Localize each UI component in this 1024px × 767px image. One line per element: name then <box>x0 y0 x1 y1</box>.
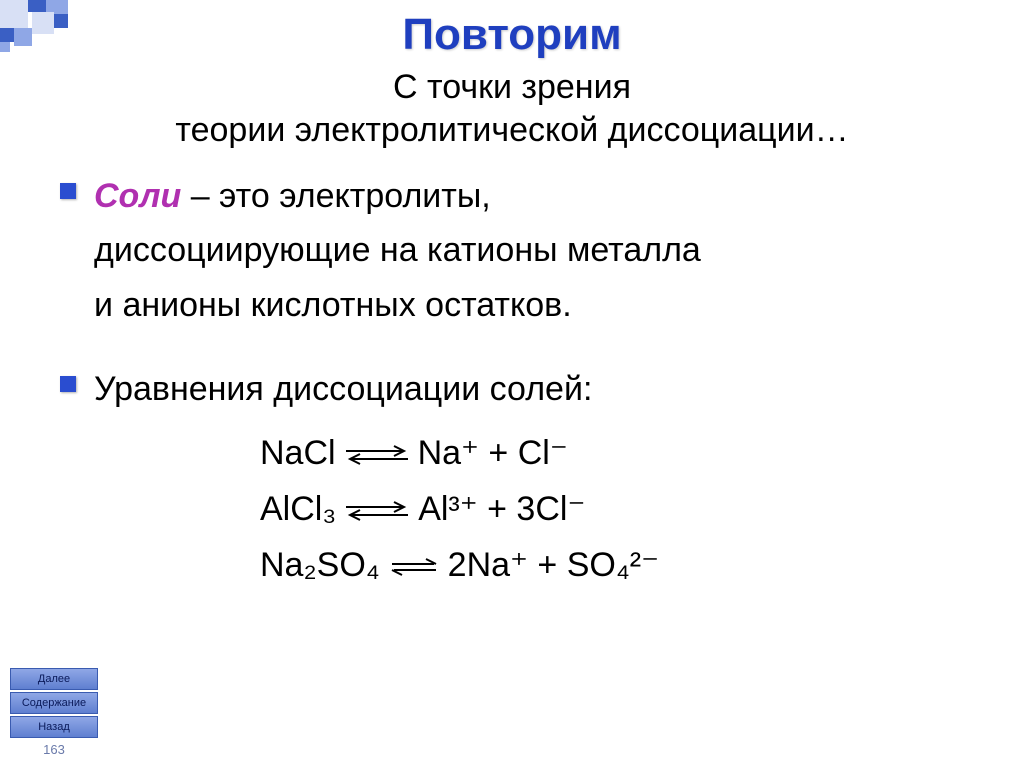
definition-row: Соли – это электролиты, диссоциирующие н… <box>60 169 964 332</box>
deco-square <box>28 0 46 12</box>
equation-line: AlCl₃ Al³⁺ + 3Cl⁻ <box>260 481 964 537</box>
contents-button[interactable]: Содержание <box>10 692 98 714</box>
deco-square <box>0 42 10 52</box>
definition-line-3: и анионы кислотных остатков. <box>94 286 572 324</box>
deco-square <box>0 0 28 28</box>
equation-right: Na⁺ + Cl⁻ <box>418 434 568 472</box>
equilibrium-arrow-icon <box>386 555 442 579</box>
equation-left: AlCl₃ <box>260 490 336 528</box>
equation-right: Al³⁺ + 3Cl⁻ <box>418 490 585 528</box>
nav-buttons: Далее Содержание Назад 163 <box>10 668 98 757</box>
deco-square <box>54 14 68 28</box>
corner-decoration <box>0 0 120 60</box>
deco-square <box>32 12 54 34</box>
double-arrow-icon <box>342 443 412 467</box>
equation-line: NaCl Na⁺ + Cl⁻ <box>260 425 964 481</box>
equation-left: NaCl <box>260 434 336 472</box>
bullet-icon <box>60 183 76 199</box>
next-button[interactable]: Далее <box>10 668 98 690</box>
equation-left: Na₂SO₄ <box>260 546 380 584</box>
subtitle-line-2: теории электролитической диссоциации… <box>175 111 848 149</box>
slide-subtitle: С точки зрения теории электролитической … <box>60 66 964 151</box>
back-button[interactable]: Назад <box>10 716 98 738</box>
equation-line: Na₂SO₄ 2Na⁺ + SO₄²⁻ <box>260 537 964 593</box>
equation-right: 2Na⁺ + SO₄²⁻ <box>448 546 659 584</box>
subtitle-line-1: С точки зрения <box>393 68 631 106</box>
definition-text: Соли – это электролиты, диссоциирующие н… <box>94 169 701 332</box>
deco-square <box>14 28 32 46</box>
definition-term: Соли <box>94 177 181 215</box>
definition-line-1: – это электролиты, <box>181 177 491 215</box>
equations-block: NaCl Na⁺ + Cl⁻ AlCl₃ Al³⁺ + 3Cl⁻ Na₂SO₄ 2Na⁺ … <box>260 425 964 593</box>
equations-row: Уравнения диссоциации солей: <box>60 362 964 416</box>
page-number: 163 <box>10 742 98 757</box>
equations-heading: Уравнения диссоциации солей: <box>94 362 592 416</box>
bullet-icon <box>60 376 76 392</box>
double-arrow-icon <box>342 499 412 523</box>
deco-square <box>0 28 14 42</box>
definition-line-2: диссоциирующие на катионы металла <box>94 231 701 269</box>
slide-title: Повторим <box>60 10 964 60</box>
